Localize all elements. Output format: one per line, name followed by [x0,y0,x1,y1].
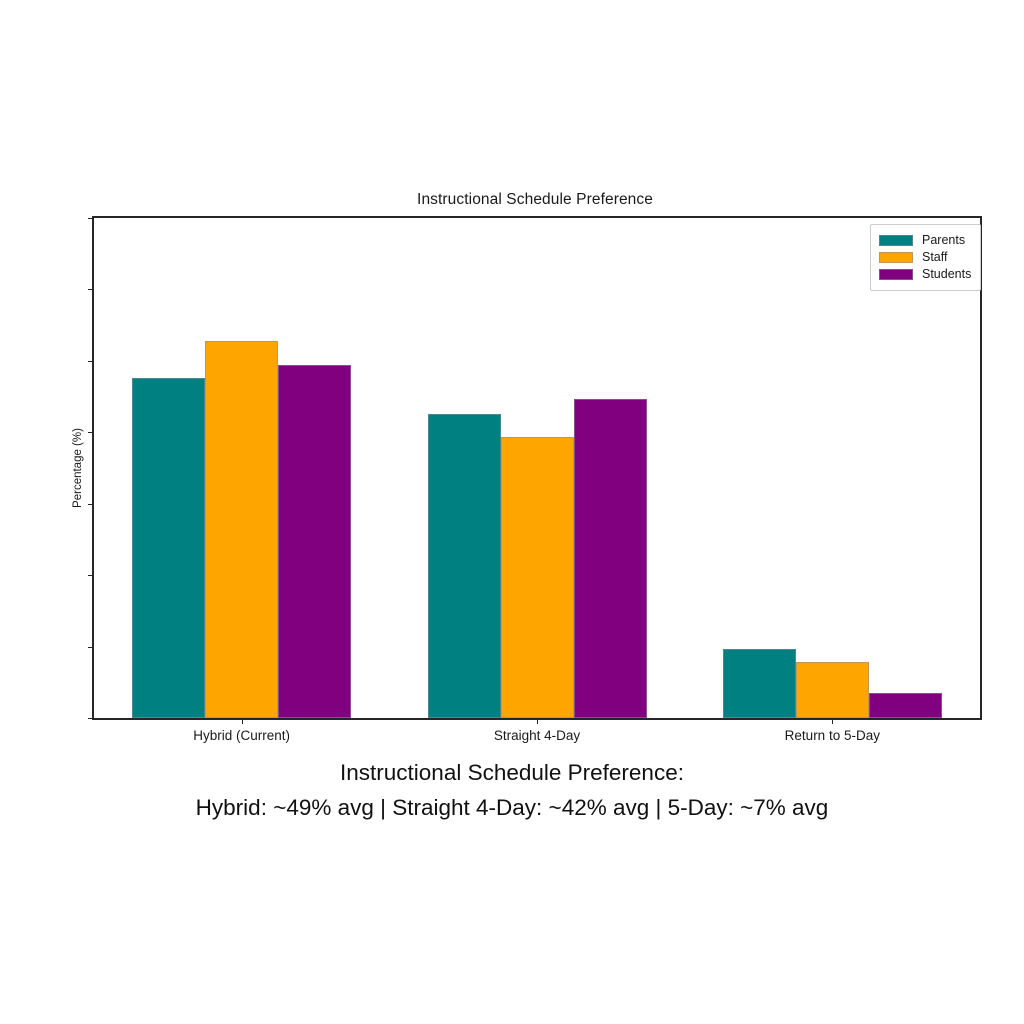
x-tick-label: Straight 4-Day [493,728,581,743]
legend-label: Parents [922,233,966,248]
legend: Parents Staff Students [870,224,982,291]
figure-caption: Instructional Schedule Preference: Hybri… [0,756,1024,826]
y-tick-mark [88,218,94,219]
legend-swatch-icon [879,235,913,246]
legend-label: Students [922,267,972,282]
y-tick-mark [88,432,94,434]
x-tick-label: Hybrid (Current) [193,728,291,743]
y-tick-mark [88,503,94,505]
caption-line-2: Hybrid: ~49% avg | Straight 4-Day: ~42% … [195,794,829,820]
y-tick-mark [88,718,94,719]
bar [795,662,869,718]
plot-area: Percentage (%) 010203040506070 Hybrid (C… [72,216,982,743]
y-tick-mark [88,575,94,577]
y-axis-label: Percentage (%) [72,428,84,508]
bar [868,693,942,718]
legend-item: Students [879,266,971,283]
bar [205,340,279,718]
legend-swatch-icon [879,269,913,280]
chart-title: Instructional Schedule Preference [417,191,653,208]
bar [427,413,501,718]
legend-label: Staff [922,250,948,265]
bar [132,378,206,718]
x-tick-mark [537,718,538,724]
bars-layer [94,218,980,718]
x-tick-label: Return to 5-Day [784,728,880,743]
bar [278,365,352,718]
y-tick-mark [88,289,94,291]
x-tick-mark [832,718,834,724]
y-tick-mark [88,360,94,362]
legend-item: Parents [879,232,971,249]
bar [500,437,574,718]
legend-swatch-icon [879,252,913,263]
caption-line-1: Instructional Schedule Preference: [340,760,684,785]
bar [722,648,796,718]
y-tick-mark [88,646,94,648]
x-tick-mark [241,718,243,724]
legend-item: Staff [879,249,971,266]
bar [573,398,647,718]
